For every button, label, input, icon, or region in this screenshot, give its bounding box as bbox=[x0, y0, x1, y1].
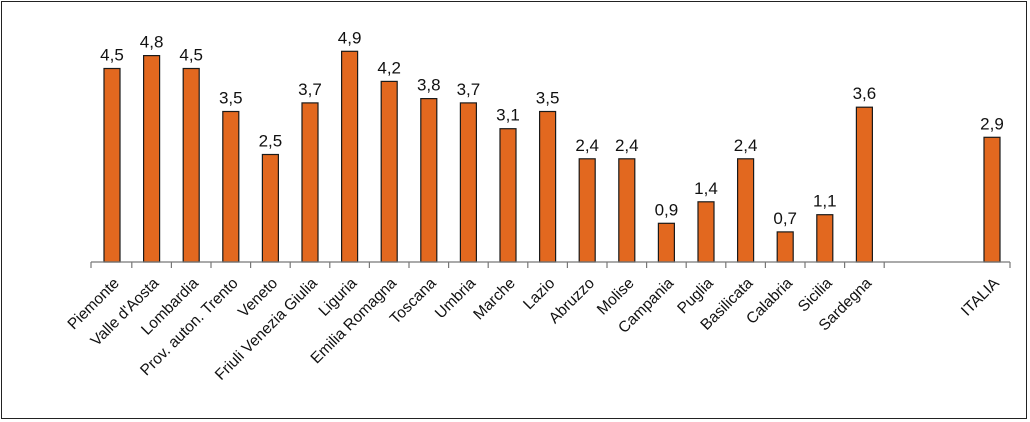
bar bbox=[103, 67, 121, 263]
bar bbox=[341, 50, 359, 263]
data-label: 4,5 bbox=[100, 46, 124, 65]
data-label: 3,7 bbox=[298, 80, 322, 99]
bar bbox=[420, 97, 438, 263]
bar bbox=[816, 214, 834, 263]
data-label: 0,9 bbox=[655, 200, 679, 219]
category-label: ITALIA bbox=[958, 274, 1003, 319]
data-label: 1,1 bbox=[813, 192, 837, 211]
data-label: 0,7 bbox=[773, 209, 797, 228]
bar bbox=[736, 158, 755, 263]
bar bbox=[983, 136, 1001, 263]
bar bbox=[499, 128, 517, 263]
bar bbox=[776, 231, 794, 263]
data-label: 4,8 bbox=[140, 33, 164, 52]
bar bbox=[222, 110, 240, 263]
bar bbox=[459, 102, 477, 263]
bar bbox=[618, 158, 636, 263]
bar bbox=[301, 102, 319, 263]
data-label: 3,1 bbox=[496, 106, 520, 125]
data-label: 3,8 bbox=[417, 76, 441, 95]
data-label: 4,2 bbox=[377, 58, 401, 77]
data-label: 2,9 bbox=[980, 114, 1004, 133]
bar bbox=[538, 110, 557, 263]
data-label: 3,5 bbox=[536, 89, 560, 108]
data-label: 2,4 bbox=[734, 136, 758, 155]
data-label: 4,5 bbox=[179, 46, 203, 65]
bar bbox=[578, 158, 596, 263]
bars bbox=[103, 50, 1001, 263]
x-axis-ticks bbox=[90, 262, 1011, 268]
bar bbox=[182, 67, 200, 263]
bar bbox=[143, 54, 161, 263]
data-label: 2,4 bbox=[575, 136, 599, 155]
data-label: 2,4 bbox=[615, 136, 639, 155]
bar bbox=[657, 222, 676, 263]
data-label: 2,5 bbox=[259, 132, 283, 151]
bar bbox=[261, 153, 279, 263]
data-labels: 4,5 4,8 4,5 3,5 2,5 3,7 4,9 4,2 3,8 3,7 3,1 3,5 2,4 2… bbox=[100, 28, 1004, 228]
data-label: 4,9 bbox=[338, 28, 362, 47]
bar bbox=[697, 201, 715, 263]
data-label: 1,4 bbox=[694, 179, 718, 198]
category-label: Marche bbox=[470, 275, 519, 324]
data-label: 3,7 bbox=[457, 80, 481, 99]
data-label: 3,6 bbox=[853, 84, 877, 103]
bar bbox=[380, 80, 398, 263]
category-label: Umbria bbox=[432, 275, 480, 323]
bar bbox=[855, 106, 874, 263]
data-label: 3,5 bbox=[219, 89, 243, 108]
